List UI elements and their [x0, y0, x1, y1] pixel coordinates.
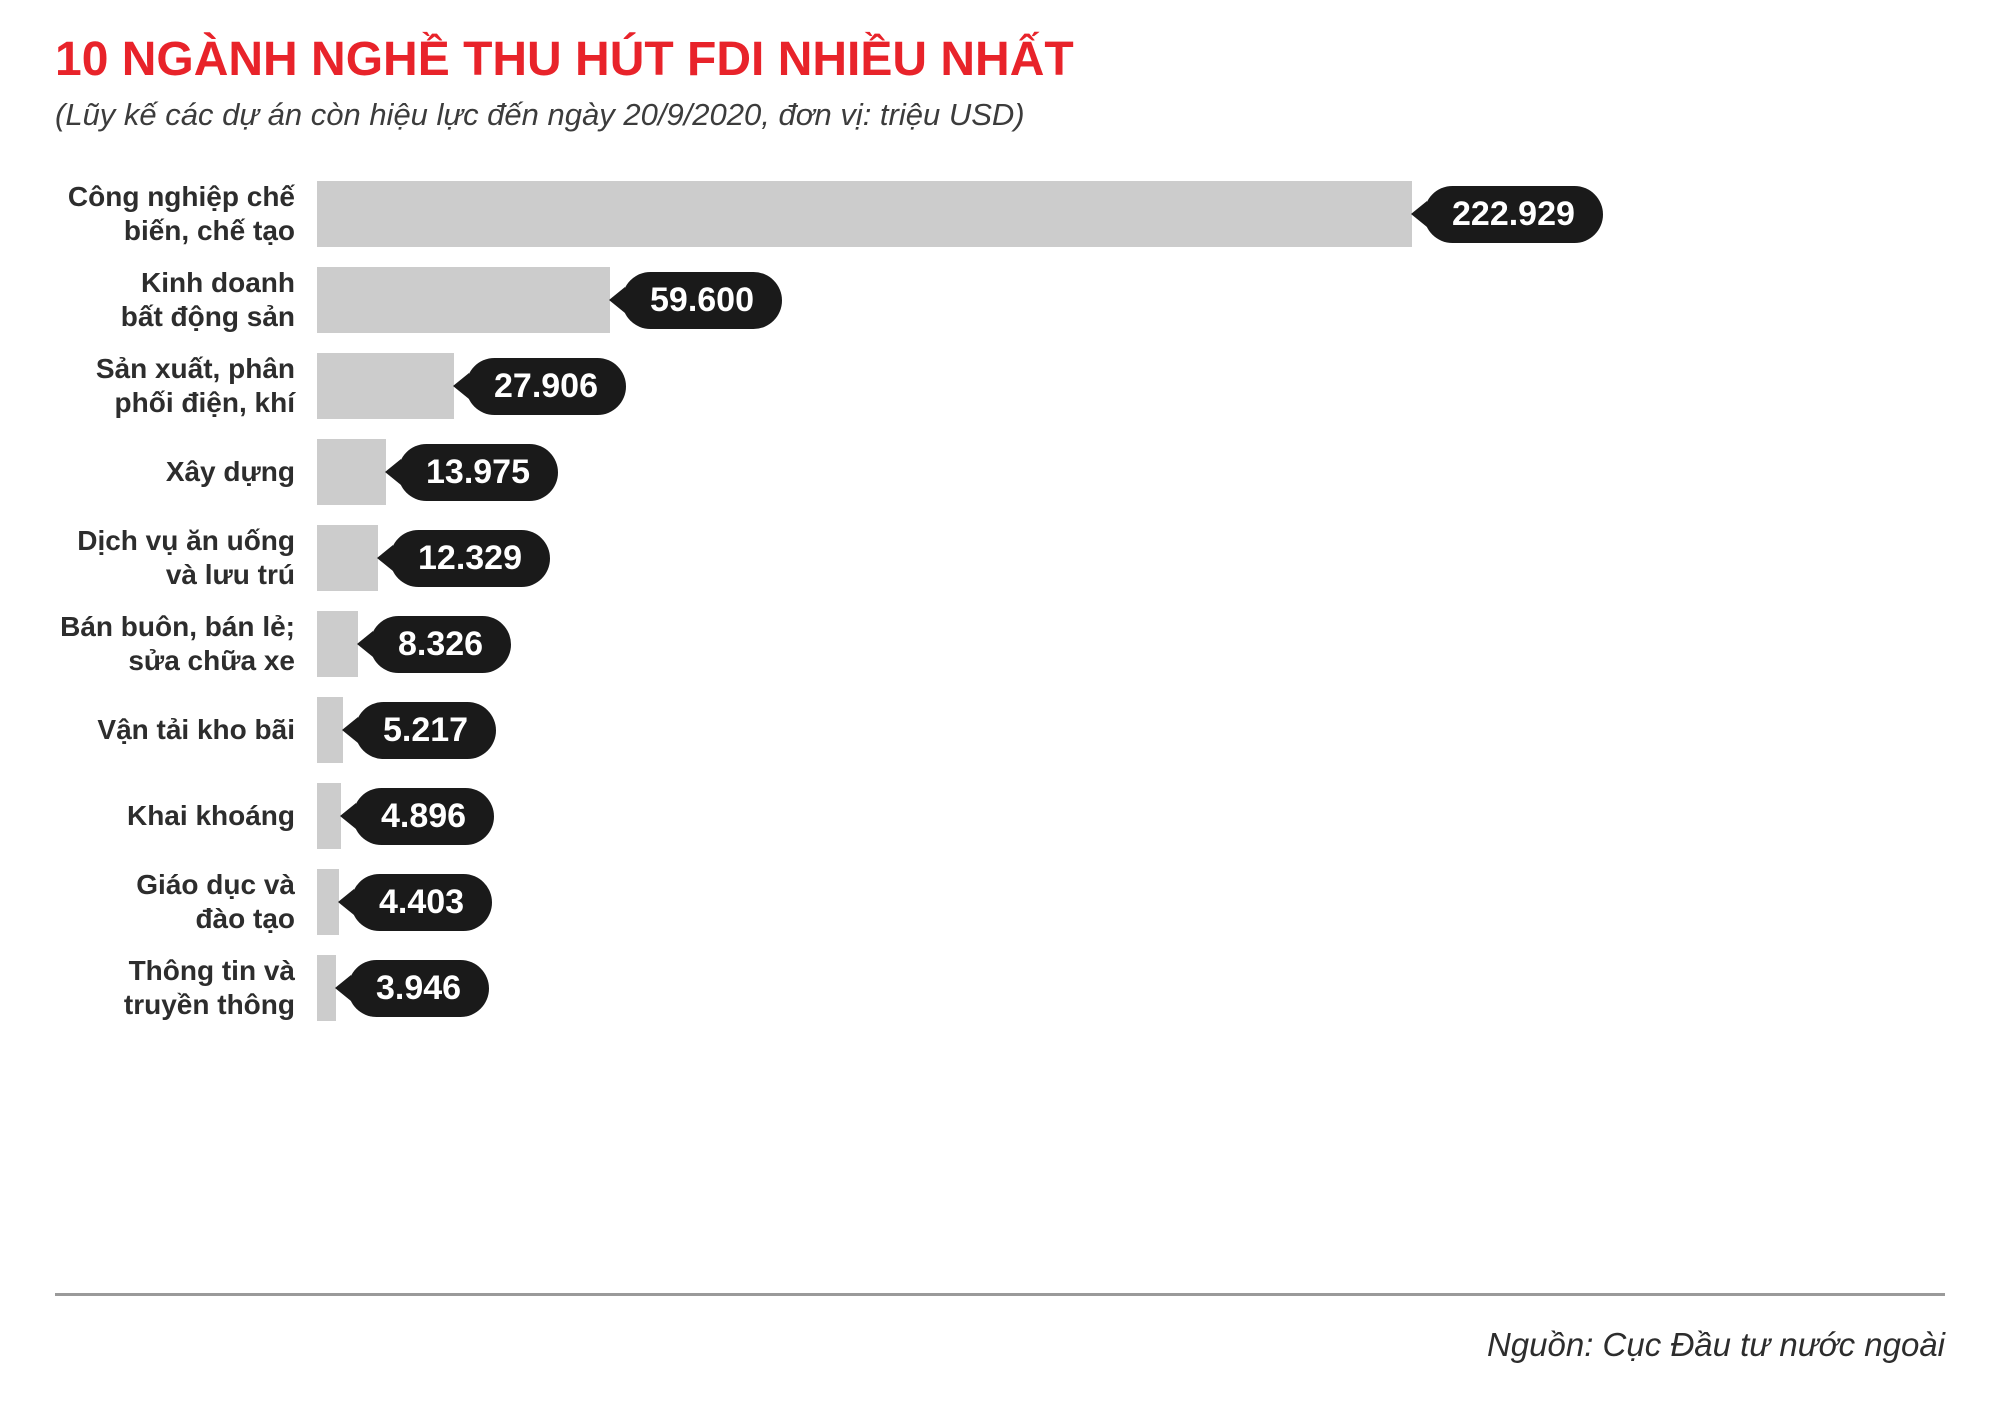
value-badge: 12.329	[390, 529, 550, 587]
category-label: Công nghiệp chế biến, chế tạo	[67, 181, 295, 246]
bar-area: 4.403	[317, 859, 1945, 945]
chart-subtitle: (Lũy kế các dự án còn hiệu lực đến ngày …	[55, 97, 1025, 132]
bar-chart: Công nghiệp chế biến, chế tạo 222.929 Ki…	[55, 171, 1945, 1031]
value-badge: 4.896	[353, 787, 495, 845]
value-badge: 3.946	[348, 959, 490, 1017]
bar	[317, 869, 339, 935]
chart-row: Giáo dục và đào tạo 4.403	[55, 859, 1945, 945]
bar-area: 3.946	[317, 945, 1945, 1031]
bar-area: 8.326	[317, 601, 1945, 687]
chart-title: 10 NGÀNH NGHỀ THU HÚT FDI NHIỀU NHẤT	[55, 33, 1074, 86]
bar-area: 222.929	[317, 171, 1945, 257]
chart-row: Kinh doanh bất động sản 59.600	[55, 257, 1945, 343]
chart-row: Công nghiệp chế biến, chế tạo 222.929	[55, 171, 1945, 257]
bar	[317, 181, 1412, 247]
value-badge: 5.217	[355, 701, 497, 759]
bar	[317, 525, 378, 591]
value-badge: 8.326	[370, 615, 512, 673]
category-label: Vận tải kho bãi	[97, 714, 295, 746]
bar	[317, 611, 358, 677]
bar-area: 13.975	[317, 429, 1945, 515]
value-badge: 27.906	[466, 357, 626, 415]
value-badge: 59.600	[622, 271, 782, 329]
value-badge: 222.929	[1424, 185, 1603, 243]
source-credit: Nguồn: Cục Đầu tư nước ngoài	[1486, 1326, 1945, 1363]
chart-row: Dịch vụ ăn uống và lưu trú 12.329	[55, 515, 1945, 601]
value-badge: 4.403	[351, 873, 493, 931]
chart-row: Khai khoáng 4.896	[55, 773, 1945, 859]
chart-row: Thông tin và truyền thông 3.946	[55, 945, 1945, 1031]
chart-row: Bán buôn, bán lẻ; sửa chữa xe 8.326	[55, 601, 1945, 687]
category-label: Thông tin và truyền thông	[123, 955, 295, 1020]
chart-row: Vận tải kho bãi 5.217	[55, 687, 1945, 773]
chart-row: Sản xuất, phân phối điện, khí 27.906	[55, 343, 1945, 429]
bar	[317, 439, 386, 505]
bar	[317, 955, 336, 1021]
bar-area: 12.329	[317, 515, 1945, 601]
bar-area: 4.896	[317, 773, 1945, 859]
footer-divider	[55, 1293, 1945, 1296]
category-label: Bán buôn, bán lẻ; sửa chữa xe	[60, 611, 295, 676]
bar	[317, 783, 341, 849]
category-label: Xây dựng	[165, 456, 295, 488]
category-label: Khai khoáng	[126, 800, 295, 832]
bar	[317, 353, 454, 419]
category-label: Dịch vụ ăn uống và lưu trú	[77, 525, 295, 590]
bar	[317, 697, 343, 763]
value-badge: 13.975	[398, 443, 558, 501]
category-label: Giáo dục và đào tạo	[136, 869, 295, 934]
category-label: Sản xuất, phân phối điện, khí	[95, 353, 295, 418]
bar	[317, 267, 610, 333]
category-label: Kinh doanh bất động sản	[120, 267, 295, 332]
bar-area: 5.217	[317, 687, 1945, 773]
bar-area: 27.906	[317, 343, 1945, 429]
chart-row: Xây dựng 13.975	[55, 429, 1945, 515]
bar-area: 59.600	[317, 257, 1945, 343]
